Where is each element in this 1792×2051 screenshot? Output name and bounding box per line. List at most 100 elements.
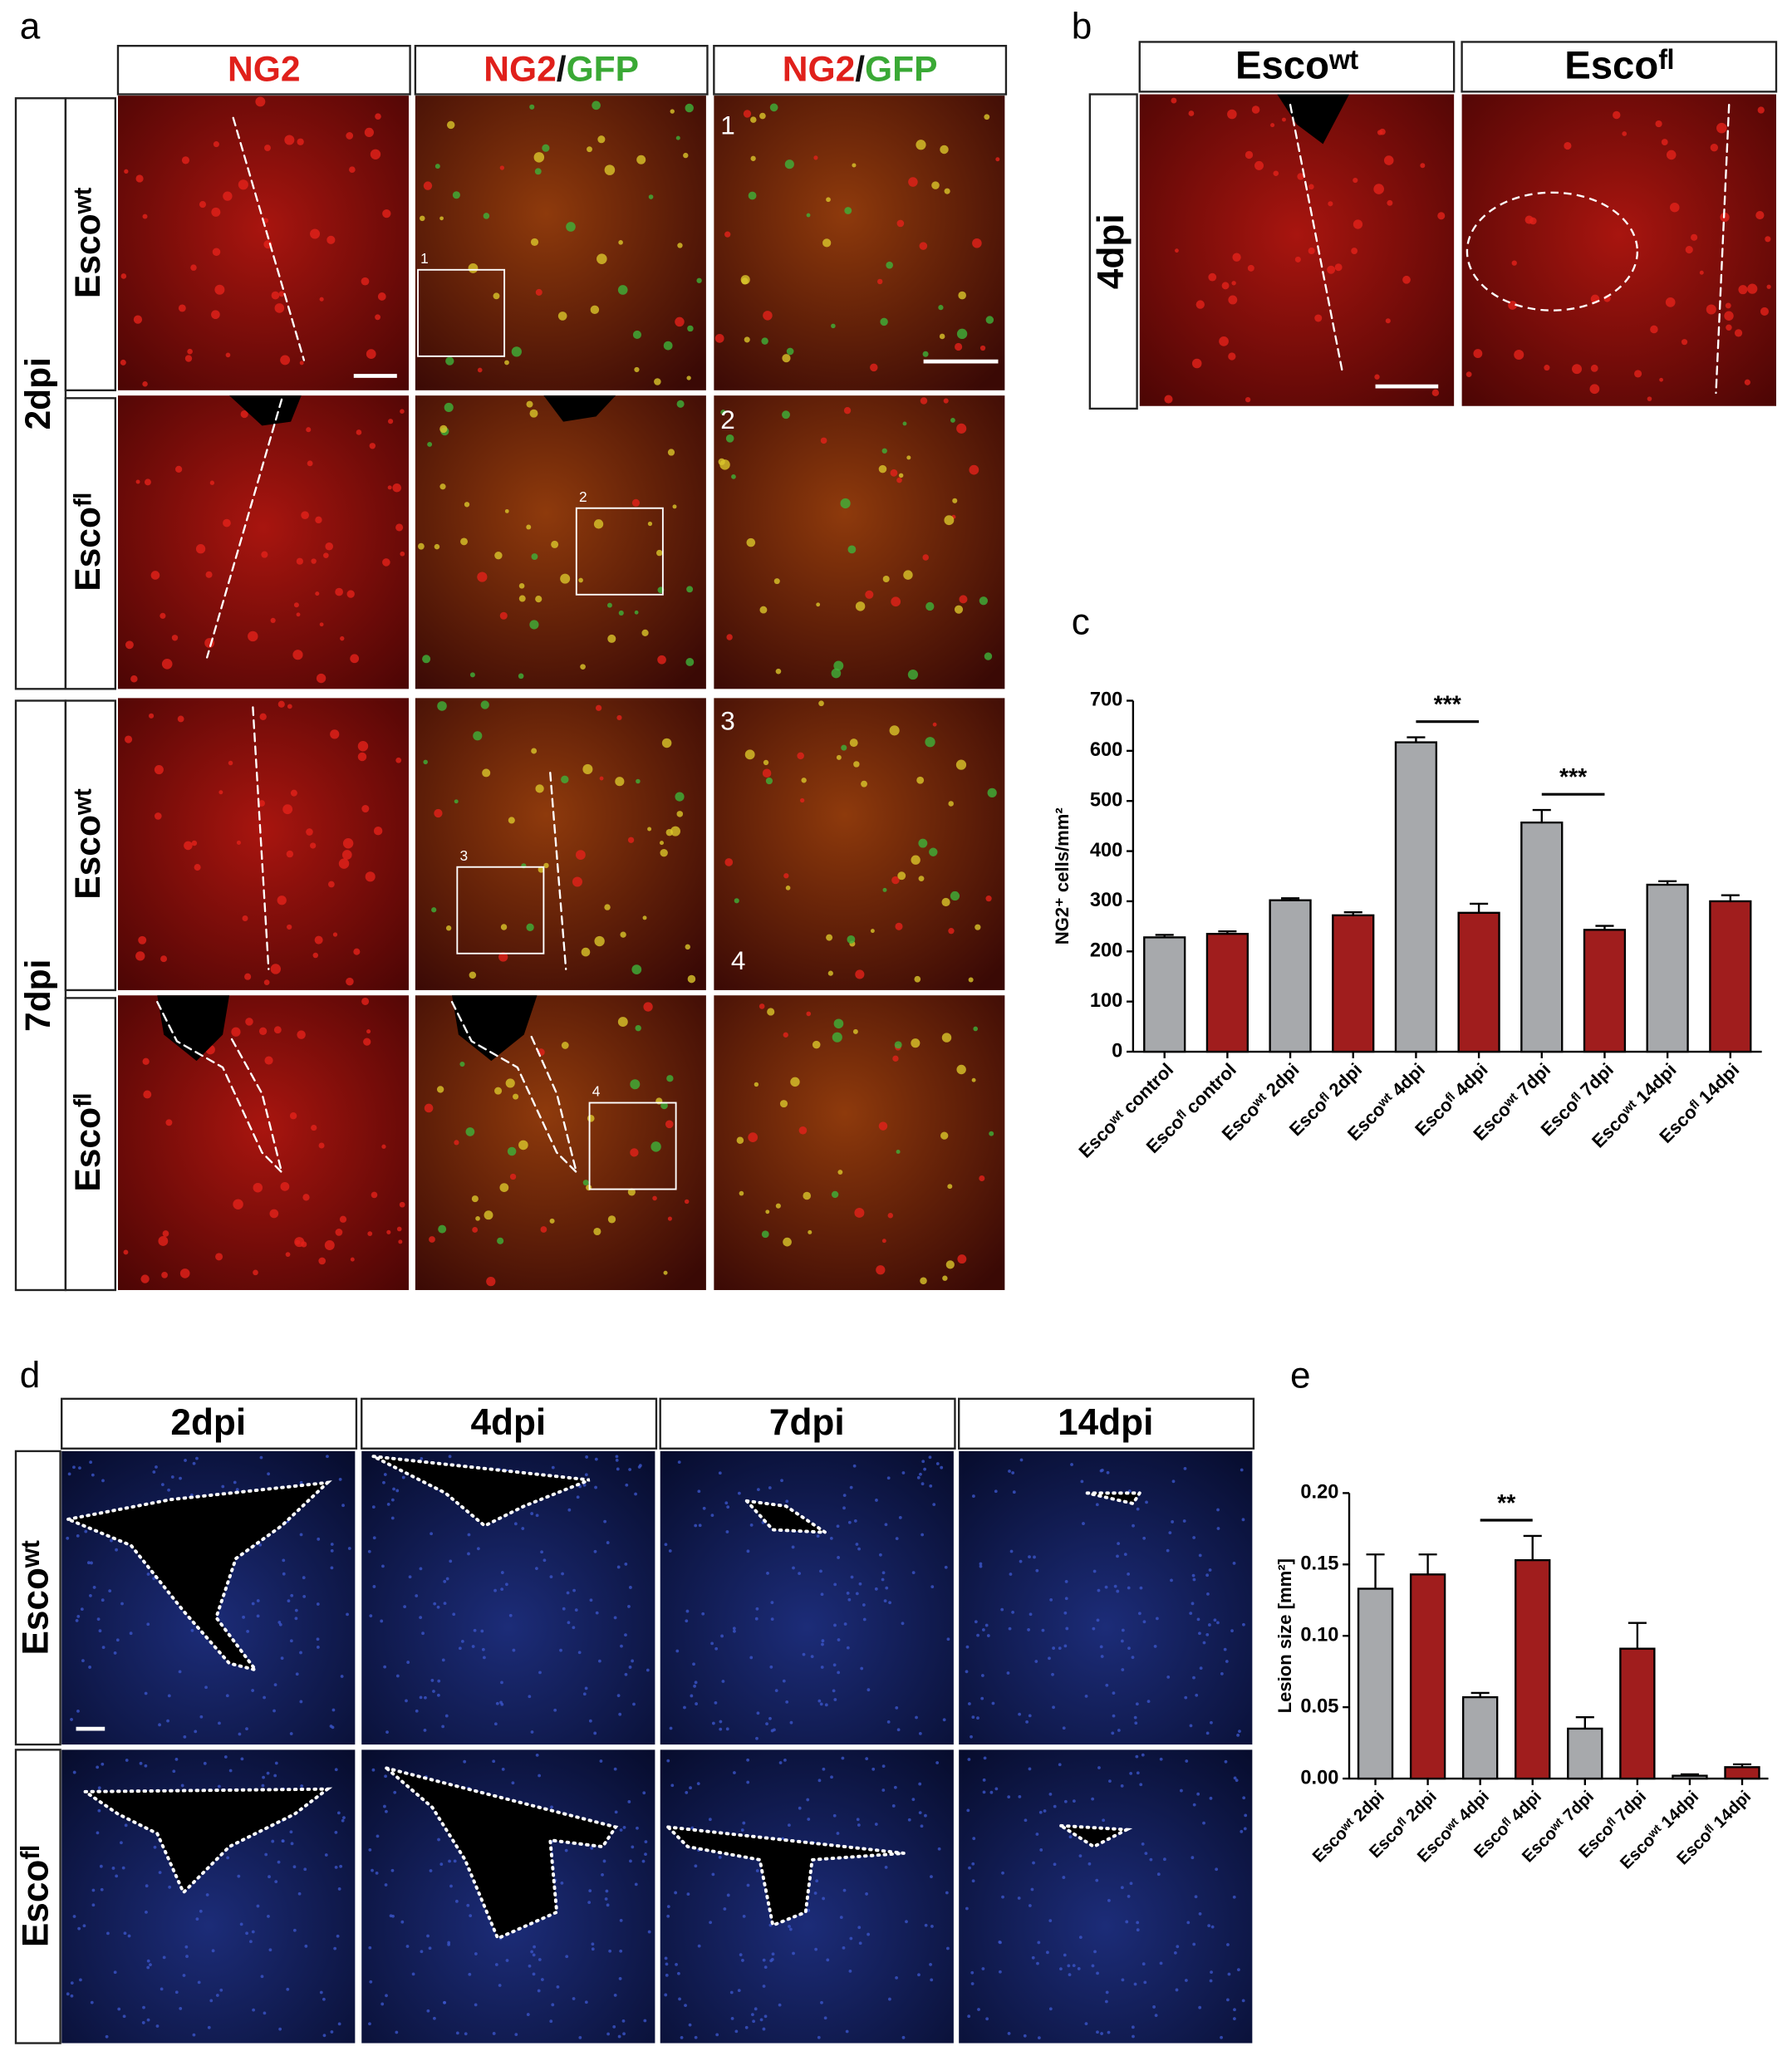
cell [1564,141,1572,150]
label-box [14,699,67,1292]
cell [551,540,559,548]
cell [1227,1972,1231,1976]
label-box [957,1397,1255,1450]
cell [1091,1797,1095,1801]
cell [837,1170,843,1175]
cell [426,2009,430,2013]
cell [756,1488,760,1492]
cell [167,1694,171,1698]
cell [666,1914,670,1918]
cell [1018,1794,1022,1798]
cell [594,1485,597,1489]
cell [400,551,405,557]
cell [99,1864,103,1868]
cell [822,1767,826,1771]
cell [225,352,231,358]
cell [500,924,508,930]
cell [1247,264,1254,272]
cell [330,1549,334,1553]
cell [1685,246,1693,254]
cell [832,1663,837,1667]
cell [648,194,654,199]
cell [1225,1660,1229,1663]
cell [1125,1920,1129,1924]
cell [1195,300,1205,309]
cell [815,1879,819,1883]
cell [289,1830,293,1834]
cell [750,116,757,123]
cell [742,1821,746,1825]
column-header: Escoᶠˡ [1564,43,1673,87]
cell [918,838,928,848]
cell [501,1767,505,1771]
cell [985,895,992,902]
cell [274,1761,278,1765]
cell [493,1588,497,1592]
cell [518,673,524,680]
cell [445,925,452,931]
cell [1164,395,1173,404]
cell [1205,1632,1210,1636]
cell [983,1756,987,1760]
cell [406,1661,410,1664]
cell [513,1522,518,1526]
cell [299,1533,303,1537]
cell [741,1959,744,1962]
lesion [85,1788,328,1893]
cell [593,1227,601,1236]
cell [761,1230,769,1239]
cell [982,1778,986,1782]
cell [530,1512,534,1515]
cell [396,1226,402,1232]
cell [98,1629,102,1633]
cell [181,156,190,164]
cell [895,922,903,930]
cell [445,1577,449,1581]
cell [588,1889,592,1893]
cell [855,969,865,979]
cell [96,1831,100,1835]
cell [215,1994,219,1997]
cell [540,1226,547,1233]
cell [814,1947,818,1951]
cell [881,1571,886,1575]
cell [994,1787,999,1791]
label-box [64,997,117,1292]
cell [408,1575,412,1579]
cell [801,778,807,783]
cell [613,1767,617,1771]
cell [538,1958,542,1961]
cell [560,573,571,584]
cell [832,1032,842,1043]
lesion [373,1456,590,1526]
cell [332,932,338,937]
cell [1544,365,1550,371]
cell [688,2023,692,2027]
cell [531,553,538,561]
cell [1107,1898,1111,1902]
cell [1080,1479,1084,1484]
cell [371,1191,378,1199]
cell [253,1269,258,1276]
cell [880,317,888,326]
cell [587,146,592,153]
cell [182,1974,186,1977]
cell [849,1936,853,1941]
row-label: Escoᶠˡ [68,493,108,591]
cell [986,1634,990,1637]
cell [511,1781,515,1785]
cell [375,113,381,120]
cell [135,951,145,961]
cell [642,1791,646,1795]
cell [895,1975,898,1980]
cell [452,191,460,199]
lesion-outline [1715,103,1731,395]
cell [1141,1842,1145,1846]
cell [718,1855,722,1859]
cell [518,1140,528,1151]
cell [935,1462,940,1465]
cell [432,1690,435,1693]
cell [719,459,730,470]
lesion-outline [1085,1491,1143,1506]
cell [174,465,183,473]
